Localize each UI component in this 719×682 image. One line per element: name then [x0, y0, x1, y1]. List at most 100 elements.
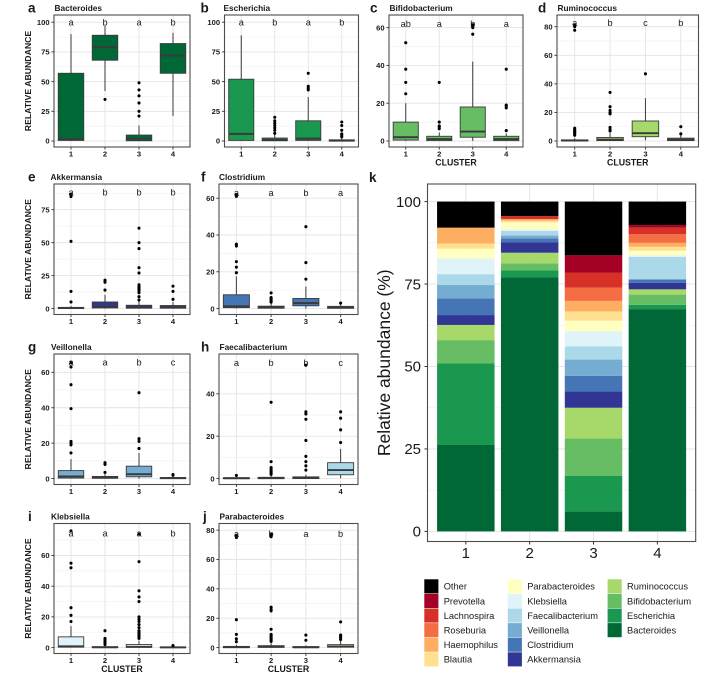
svg-text:a: a	[303, 529, 309, 539]
svg-text:75: 75	[404, 276, 421, 293]
svg-text:0: 0	[45, 643, 49, 652]
svg-text:Roseburia: Roseburia	[444, 625, 487, 635]
svg-text:0: 0	[380, 137, 384, 146]
svg-text:20: 20	[206, 614, 214, 623]
svg-text:0: 0	[45, 137, 49, 146]
svg-text:b: b	[338, 529, 343, 539]
svg-text:50: 50	[212, 77, 220, 86]
svg-text:a: a	[306, 17, 312, 27]
svg-text:a: a	[68, 17, 74, 27]
svg-text:60: 60	[376, 23, 384, 32]
svg-text:50: 50	[41, 238, 49, 247]
svg-text:f: f	[201, 170, 206, 185]
svg-text:60: 60	[206, 194, 214, 203]
svg-text:k: k	[369, 170, 377, 185]
svg-text:a: a	[269, 188, 275, 198]
svg-text:b: b	[607, 18, 612, 28]
svg-text:1: 1	[462, 545, 470, 562]
svg-text:25: 25	[212, 107, 221, 116]
svg-text:RELATIVE ABUNDANCE: RELATIVE ABUNDANCE	[23, 31, 33, 132]
svg-text:Bifidobacterium: Bifidobacterium	[390, 3, 453, 13]
svg-text:Prevotella: Prevotella	[444, 596, 486, 606]
svg-text:0: 0	[210, 304, 214, 313]
svg-text:b: b	[470, 19, 475, 29]
svg-text:b: b	[678, 18, 683, 28]
svg-text:a: a	[239, 17, 245, 27]
svg-text:b: b	[272, 17, 277, 27]
svg-text:4: 4	[171, 487, 176, 496]
svg-text:3: 3	[304, 487, 308, 496]
svg-text:c: c	[370, 1, 378, 16]
svg-text:80: 80	[544, 22, 552, 31]
svg-text:2: 2	[269, 487, 273, 496]
svg-text:c: c	[171, 358, 176, 368]
svg-text:60: 60	[206, 555, 214, 564]
svg-text:25: 25	[41, 107, 50, 116]
svg-text:Veillonella: Veillonella	[51, 342, 92, 352]
svg-text:a: a	[338, 188, 344, 198]
svg-text:Ruminococcus: Ruminococcus	[627, 582, 688, 592]
svg-text:i: i	[28, 509, 32, 524]
svg-text:Faecalibacterium: Faecalibacterium	[527, 611, 598, 621]
svg-text:1: 1	[239, 150, 244, 159]
svg-text:Faecalibacterium: Faecalibacterium	[220, 342, 288, 352]
svg-text:2: 2	[103, 487, 107, 496]
svg-text:80: 80	[206, 526, 214, 535]
svg-text:Klebsiella: Klebsiella	[527, 596, 568, 606]
svg-text:4: 4	[339, 317, 344, 326]
svg-text:60: 60	[41, 368, 49, 377]
svg-text:Parabacteroides: Parabacteroides	[220, 512, 285, 522]
svg-text:2: 2	[269, 656, 273, 665]
svg-text:0: 0	[216, 137, 220, 146]
svg-text:c: c	[643, 18, 648, 28]
svg-text:a: a	[234, 358, 240, 368]
svg-text:a: a	[102, 358, 108, 368]
svg-text:1: 1	[234, 487, 239, 496]
svg-text:Akkermansia: Akkermansia	[51, 172, 103, 182]
svg-text:4: 4	[171, 317, 176, 326]
svg-text:Blautia: Blautia	[444, 655, 473, 665]
svg-text:1: 1	[69, 487, 74, 496]
svg-text:3: 3	[471, 150, 475, 159]
svg-text:25: 25	[41, 271, 50, 280]
svg-text:20: 20	[544, 108, 552, 117]
svg-text:CLUSTER: CLUSTER	[101, 664, 143, 674]
svg-text:Lachnospira: Lachnospira	[444, 611, 495, 621]
svg-text:40: 40	[206, 390, 214, 399]
svg-text:Bacteroides: Bacteroides	[55, 3, 103, 13]
svg-text:40: 40	[206, 585, 214, 594]
svg-text:h: h	[201, 340, 209, 355]
svg-text:1: 1	[234, 317, 239, 326]
svg-text:0: 0	[45, 474, 49, 483]
svg-text:3: 3	[304, 656, 308, 665]
svg-text:Escherichia: Escherichia	[627, 611, 676, 621]
svg-text:a: a	[136, 528, 142, 538]
svg-text:b: b	[269, 529, 274, 539]
svg-text:4: 4	[504, 150, 509, 159]
svg-text:2: 2	[269, 317, 273, 326]
svg-text:a: a	[234, 529, 240, 539]
svg-text:g: g	[28, 340, 36, 355]
svg-text:e: e	[28, 170, 36, 185]
svg-text:75: 75	[41, 205, 50, 214]
svg-text:3: 3	[137, 150, 141, 159]
svg-text:0: 0	[413, 524, 421, 541]
svg-text:RELATIVE ABUNDANCE: RELATIVE ABUNDANCE	[23, 199, 33, 300]
svg-text:40: 40	[41, 582, 49, 591]
svg-text:100: 100	[207, 18, 220, 27]
svg-text:2: 2	[437, 150, 441, 159]
svg-text:Klebsiella: Klebsiella	[51, 512, 90, 522]
svg-text:Relative abundance (%): Relative abundance (%)	[374, 269, 394, 456]
svg-text:2: 2	[103, 656, 107, 665]
svg-text:b: b	[170, 188, 175, 198]
svg-text:20: 20	[206, 267, 214, 276]
svg-text:1: 1	[234, 656, 239, 665]
svg-text:60: 60	[544, 51, 552, 60]
svg-text:Akkermansia: Akkermansia	[527, 655, 582, 665]
svg-text:40: 40	[544, 80, 552, 89]
svg-text:Haemophilus: Haemophilus	[444, 640, 499, 650]
svg-text:a: a	[68, 188, 74, 198]
svg-text:a: a	[234, 188, 240, 198]
svg-text:4: 4	[171, 150, 176, 159]
svg-text:Veillonella: Veillonella	[527, 625, 570, 635]
